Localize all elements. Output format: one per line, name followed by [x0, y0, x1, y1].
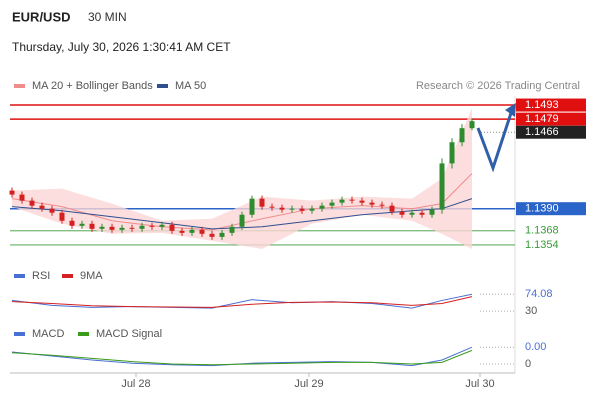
x-tick-label: Jul 29: [294, 378, 323, 390]
candle-body: [119, 227, 125, 230]
datetime: Thursday, July 30, 2026 1:30:41 AM CET: [12, 40, 231, 54]
candle-body: [169, 224, 175, 231]
candle-body: [449, 142, 455, 164]
candle-body: [299, 208, 305, 211]
candle-body: [259, 198, 265, 207]
legend-swatch: [62, 274, 73, 278]
x-tick-label: Jul 28: [121, 378, 150, 390]
value-label: 74.08: [525, 288, 553, 300]
legend-swatch: [14, 332, 25, 336]
candle-body: [369, 202, 375, 205]
candle-body: [329, 202, 335, 206]
candle-body: [279, 207, 285, 210]
legend-label: MACD: [32, 328, 64, 340]
candle-body: [239, 214, 245, 227]
candle-body: [339, 199, 345, 203]
candle-body: [9, 190, 15, 195]
candle-body: [319, 205, 325, 209]
forecast-arrow: [476, 109, 514, 173]
candle-body: [199, 229, 205, 234]
candle-body: [139, 225, 145, 229]
candle-body: [209, 233, 215, 237]
legend-swatch: [78, 332, 89, 336]
legend-label: MA 20 + Bollinger Bands: [32, 80, 153, 92]
candle-body: [29, 200, 35, 206]
level-box: [516, 112, 586, 126]
candle-body: [459, 128, 465, 143]
candle-body: [69, 220, 75, 226]
level-box: [516, 125, 586, 139]
level-label: 1.1466: [525, 126, 559, 138]
legend-label: MA 50: [175, 80, 206, 92]
candle-body: [109, 226, 115, 230]
level-label: 1.1479: [525, 113, 559, 125]
level-label: 1.1354: [525, 239, 559, 251]
legend-swatch: [14, 84, 25, 88]
candle-body: [269, 206, 275, 208]
candle-body: [309, 208, 315, 211]
y-tick-label: 30: [525, 305, 537, 317]
candle-body: [249, 198, 255, 215]
indicator-line: [11, 296, 473, 308]
level-label: 1.1390: [525, 203, 559, 215]
candle-body: [59, 212, 65, 221]
forecast-arrowhead: [505, 103, 516, 117]
x-tick-label: Jul 30: [465, 378, 494, 390]
candle-body: [469, 121, 475, 129]
candle-body: [189, 229, 195, 233]
candle-body: [389, 205, 395, 212]
candle-body: [49, 208, 55, 213]
value-label: 0.00: [525, 341, 546, 353]
indicator-line: [11, 293, 473, 309]
symbol: EUR/USD: [12, 9, 71, 24]
legend-swatch: [157, 84, 168, 88]
candle-body: [89, 223, 95, 229]
legend-swatch: [14, 274, 25, 278]
legend-label: 9MA: [80, 270, 103, 282]
candle-body: [359, 200, 365, 203]
candle-body: [419, 212, 425, 215]
indicator-line: [11, 349, 473, 366]
candle-body: [439, 163, 445, 210]
candle-body: [349, 199, 355, 201]
candle-body: [399, 211, 405, 215]
candle-body: [379, 204, 385, 206]
candle-body: [219, 232, 225, 237]
level-box: [516, 202, 586, 216]
candle-body: [229, 226, 235, 233]
level-label: 1.1368: [525, 225, 559, 237]
indicator-line: [11, 346, 473, 367]
candle-body: [159, 224, 165, 227]
bollinger-band: [12, 108, 472, 249]
moving-average: [11, 173, 473, 231]
interval: 30 MIN: [88, 10, 127, 24]
candle-body: [289, 208, 295, 210]
candle-body: [129, 227, 135, 229]
candle-body: [79, 223, 85, 226]
y-tick-label: 0: [525, 358, 531, 370]
legend-label: RSI: [32, 270, 50, 282]
candle-body: [19, 194, 25, 201]
candle-body: [39, 205, 45, 209]
source: Research © 2026 Trading Central: [416, 80, 580, 92]
level-box: [516, 98, 586, 112]
level-label: 1.1493: [525, 99, 559, 111]
candle-body: [149, 225, 155, 227]
legend-label: MACD Signal: [96, 328, 162, 340]
candle-body: [99, 226, 105, 229]
candle-body: [429, 209, 435, 215]
candle-body: [179, 230, 185, 233]
candle-body: [409, 212, 415, 215]
